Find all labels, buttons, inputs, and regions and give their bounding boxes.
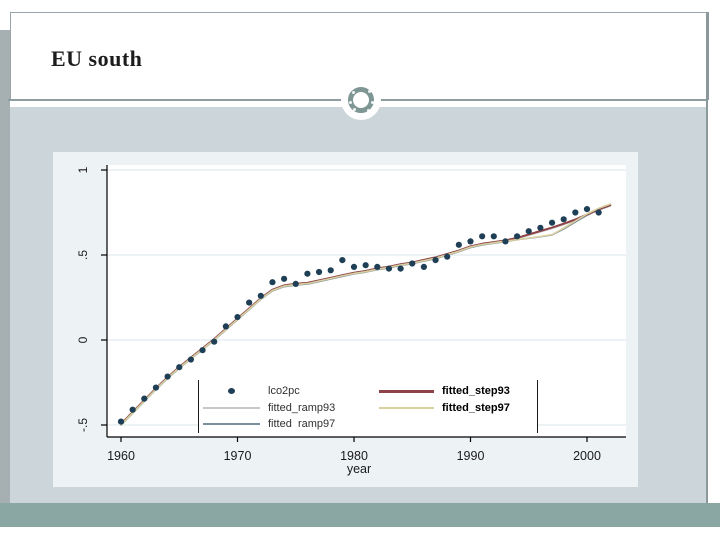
svg-text:1980: 1980 [340, 449, 368, 463]
legend-label: fitted ramp97 [268, 418, 336, 431]
slide-right-border [706, 12, 708, 503]
svg-text:1990: 1990 [457, 449, 485, 463]
ring-speck [353, 108, 356, 111]
legend-entry-lco2pc: lco2pc [203, 383, 335, 400]
line-sample-icon [203, 423, 260, 426]
legend-label: fitted_ramp93 [268, 401, 336, 414]
svg-text:.5: .5 [76, 250, 90, 260]
legend-label: fitted_step97 [442, 401, 510, 414]
legend-column-2: fitted_step93 fitted_step97 [379, 383, 510, 416]
legend-label: lco2pc [268, 385, 300, 398]
ring-speck [367, 109, 370, 112]
scatter-dot-icon [203, 388, 260, 395]
line-sample-icon [379, 406, 434, 409]
ring-speck [371, 101, 374, 104]
chart-legend: lco2pc fitted_ramp93 fitted ramp97 fitte… [198, 380, 538, 433]
chart-figure: 1 .5 0 -.5 1960 1970 1980 1990 2000 year lco2pc f… [53, 152, 638, 487]
legend-label: fitted_step93 [442, 385, 510, 398]
svg-text:year: year [347, 462, 371, 476]
svg-text:1: 1 [76, 166, 90, 173]
line-sample-icon [379, 389, 434, 393]
legend-entry-ramp93: fitted_ramp93 [203, 400, 335, 417]
svg-text:0: 0 [76, 336, 90, 343]
slide-footer-band [0, 503, 720, 527]
chart-svg: 1 .5 0 -.5 1960 1970 1980 1990 2000 year [76, 165, 626, 476]
svg-text:2000: 2000 [573, 449, 601, 463]
legend-column-1: lco2pc fitted_ramp93 fitted ramp97 [203, 383, 335, 433]
slide-left-strip [0, 30, 10, 503]
slide-title: EU south [51, 46, 143, 71]
ring-speck [368, 90, 371, 93]
ring-speck [349, 101, 352, 104]
circle-ornament-icon [348, 87, 374, 113]
line-sample-icon [203, 406, 260, 409]
svg-text:1970: 1970 [224, 449, 252, 463]
legend-entry-step97: fitted_step97 [379, 400, 510, 417]
legend-entry-ramp97: fitted ramp97 [203, 416, 335, 433]
svg-text:-.5: -.5 [76, 418, 90, 432]
ring-speck [352, 91, 355, 94]
legend-entry-step93: fitted_step93 [379, 383, 510, 400]
svg-text:1960: 1960 [107, 449, 135, 463]
